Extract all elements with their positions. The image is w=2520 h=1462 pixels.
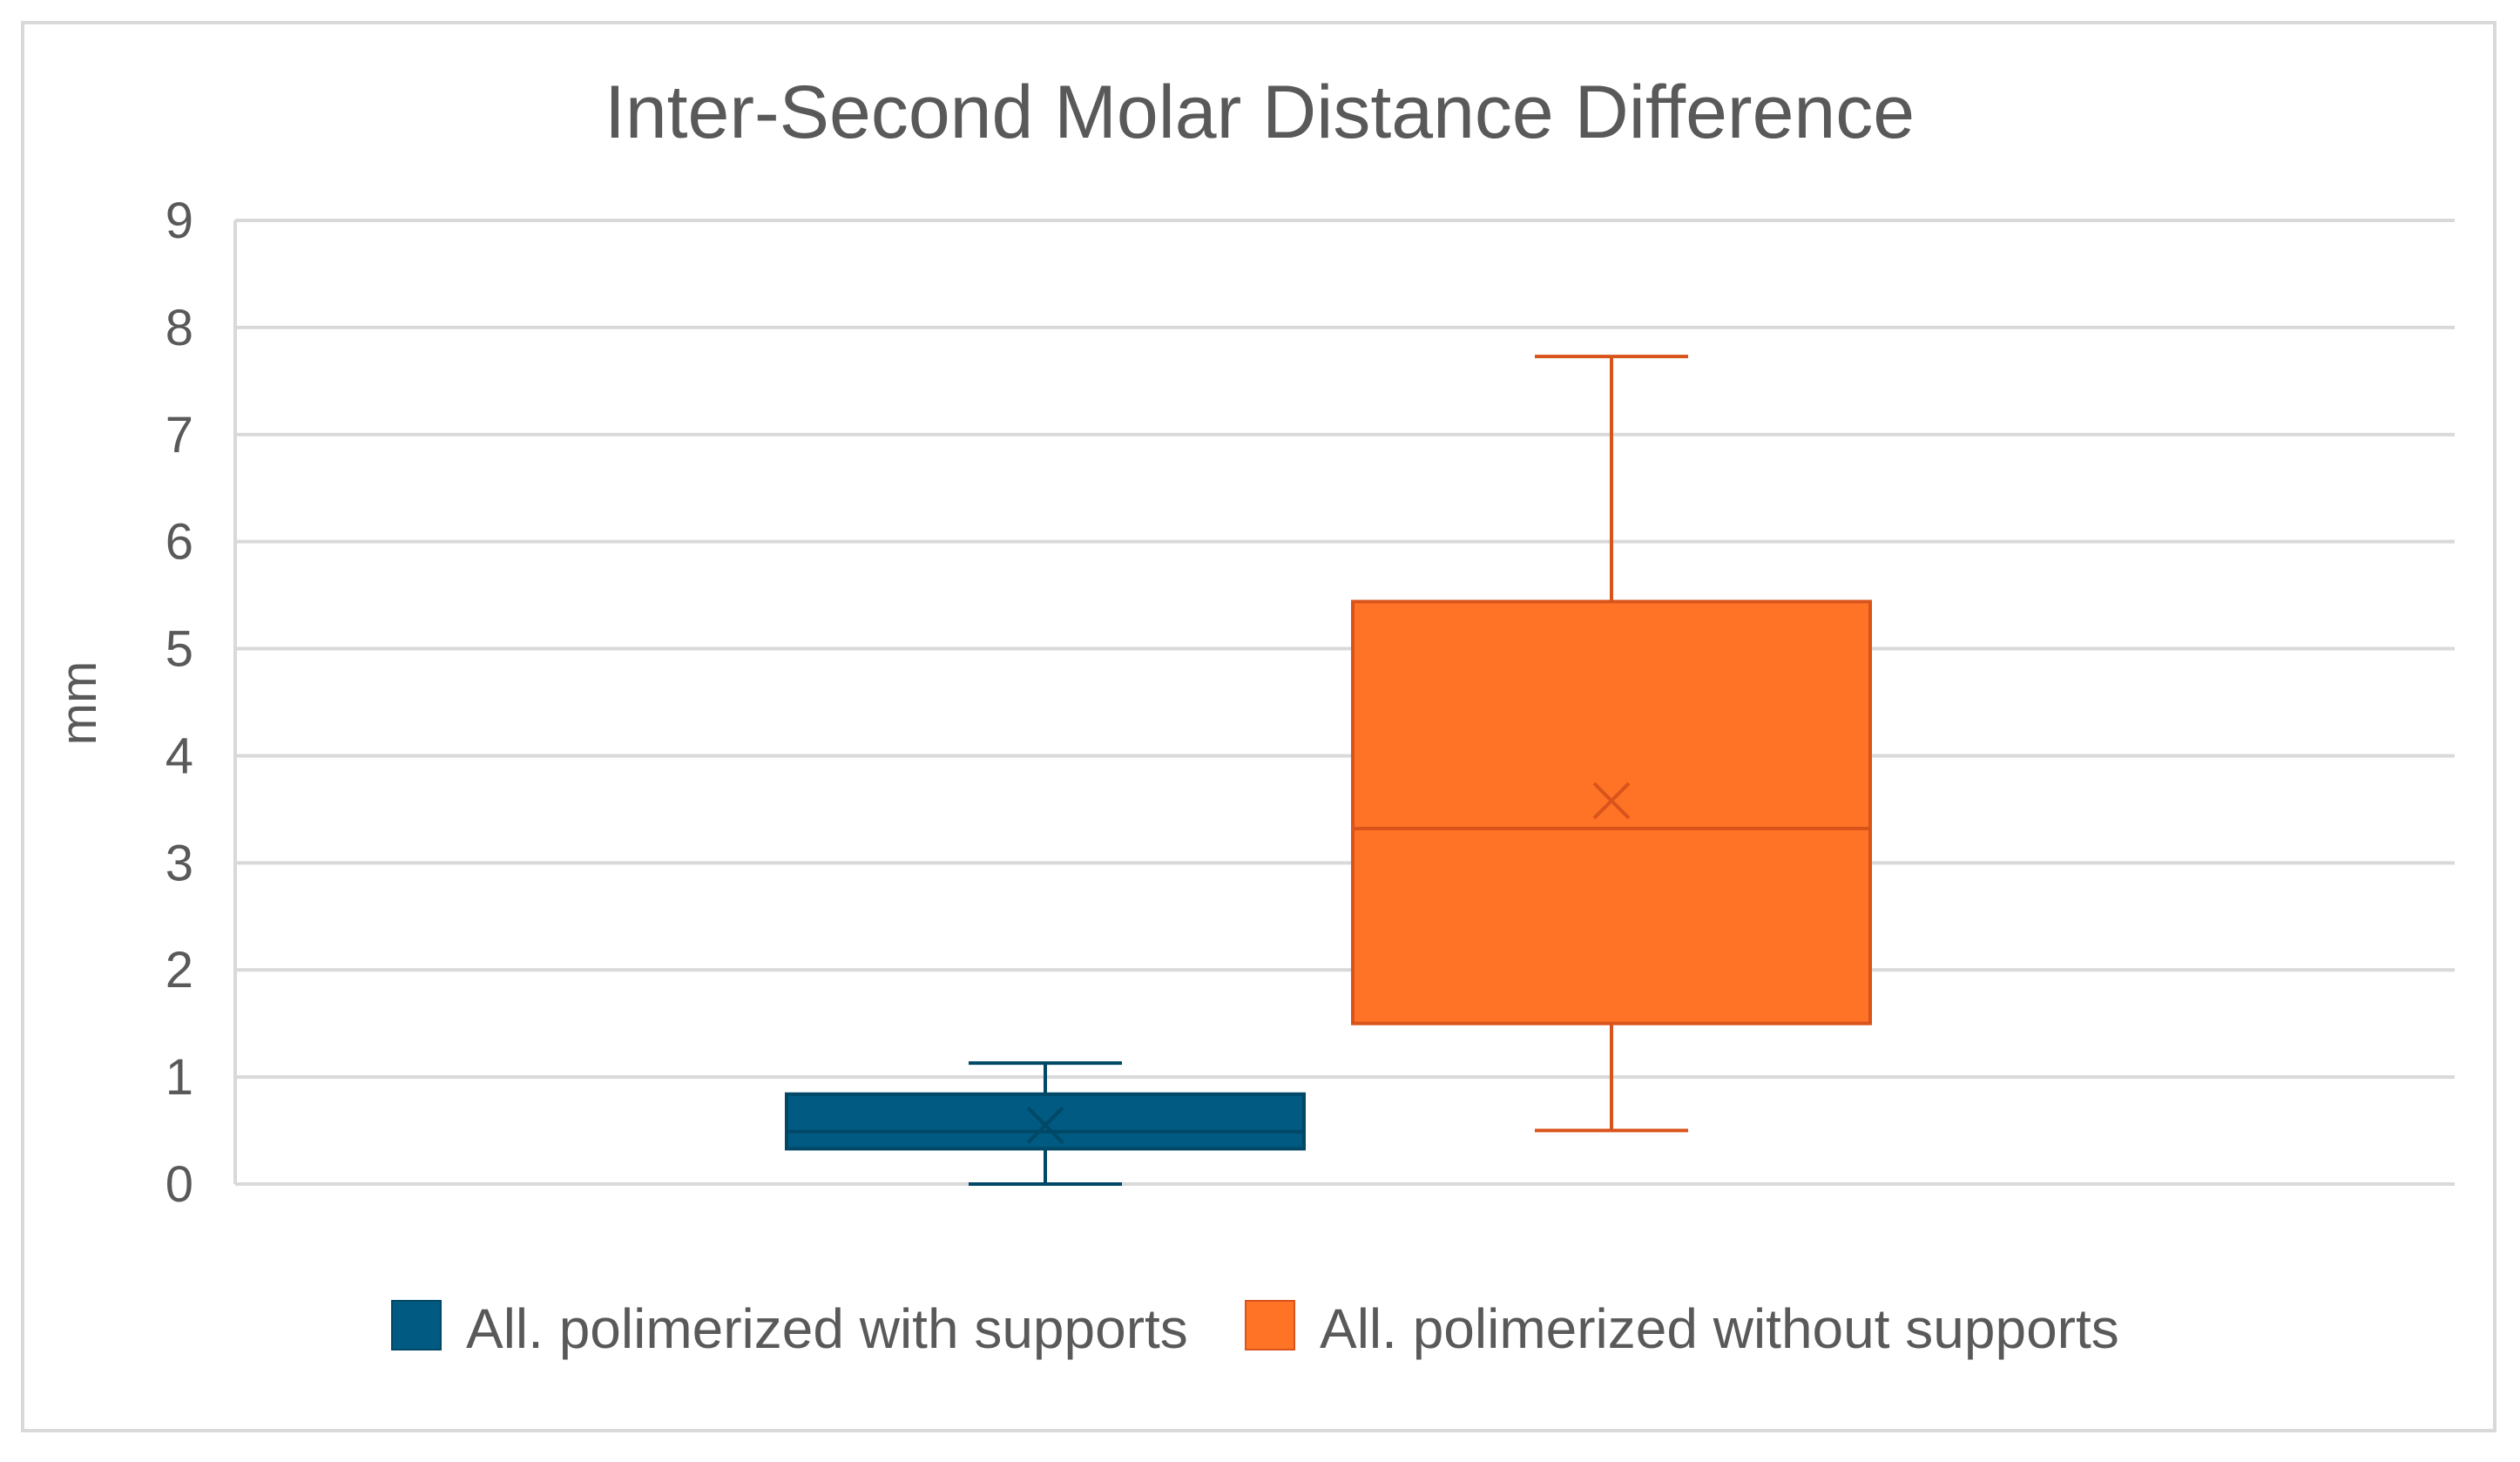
y-tick-label: 4 (166, 728, 193, 784)
mean-marker (1026, 1106, 1064, 1144)
legend-label: All. polimerized without supports (1320, 1297, 2119, 1360)
interquartile-box (785, 1092, 1306, 1151)
y-axis-label: mm (51, 661, 107, 746)
y-tick-label: 7 (166, 407, 193, 464)
y-tick-label: 5 (166, 621, 193, 678)
chart-frame (21, 21, 2496, 1432)
legend: All. polimerized with supports All. polim… (391, 1297, 2119, 1360)
legend-swatch (391, 1300, 442, 1350)
y-axis-ticks: 0 1 2 3 4 5 6 7 8 9 (166, 193, 193, 1213)
legend-item-1: All. polimerized with supports (391, 1297, 1188, 1360)
y-tick-label: 2 (166, 942, 193, 998)
box-series-2 (1351, 355, 1872, 1133)
box-series (785, 355, 1872, 1186)
interquartile-box (1351, 599, 1872, 1025)
y-tick-label: 3 (166, 835, 193, 891)
legend-label: All. polimerized with supports (466, 1297, 1188, 1360)
y-tick-label: 0 (166, 1156, 193, 1213)
y-tick-label: 1 (166, 1049, 193, 1106)
y-tick-label: 6 (166, 514, 193, 571)
legend-swatch (1245, 1300, 1295, 1350)
grid-lines (233, 219, 2455, 1186)
y-tick-label: 8 (166, 300, 193, 356)
y-tick-label: 9 (166, 193, 193, 249)
legend-item-2: All. polimerized without supports (1245, 1297, 2119, 1360)
box-series-1 (785, 1061, 1306, 1186)
chart-title: Inter-Second Molar Distance Difference (605, 71, 1915, 154)
mean-marker (1592, 782, 1631, 820)
